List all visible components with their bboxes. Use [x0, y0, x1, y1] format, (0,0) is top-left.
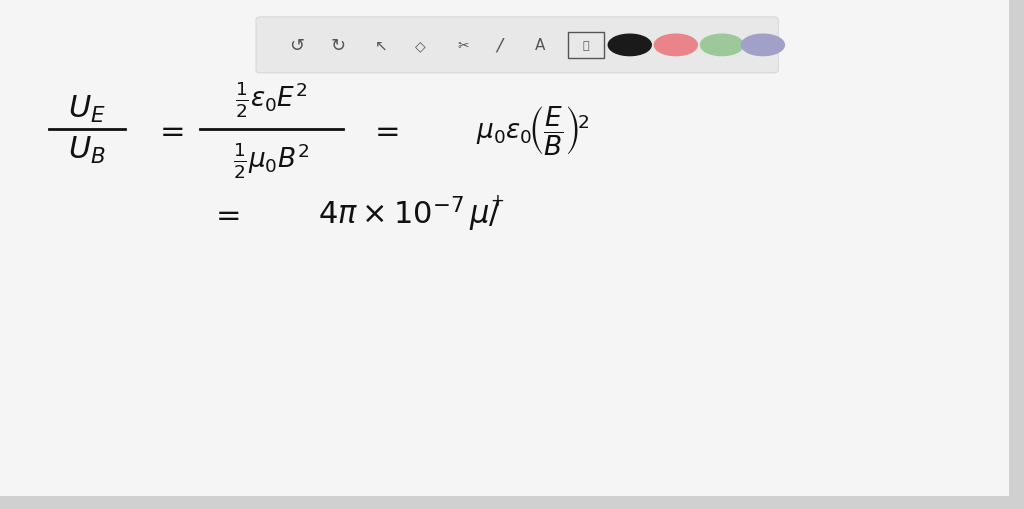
Text: $\frac{1}{2}\mu_0 B^2$: $\frac{1}{2}\mu_0 B^2$	[233, 140, 309, 180]
Text: ◇: ◇	[415, 39, 425, 53]
Text: $+$: $+$	[489, 192, 504, 210]
Text: $=$: $=$	[154, 116, 184, 144]
FancyBboxPatch shape	[256, 18, 778, 74]
FancyBboxPatch shape	[0, 496, 1024, 509]
Circle shape	[741, 35, 784, 56]
FancyBboxPatch shape	[568, 33, 604, 59]
Text: $\mu_0\varepsilon_0\!\left(\dfrac{E}{B}\right)^{\!2}$: $\mu_0\varepsilon_0\!\left(\dfrac{E}{B}\…	[475, 103, 590, 156]
Circle shape	[654, 35, 697, 56]
Text: ↺: ↺	[290, 37, 304, 55]
Circle shape	[700, 35, 743, 56]
Text: /: /	[497, 37, 503, 55]
Text: ✂: ✂	[457, 39, 469, 53]
Text: $U_B$: $U_B$	[69, 135, 105, 165]
Text: ↻: ↻	[331, 37, 345, 55]
Circle shape	[608, 35, 651, 56]
Text: $\frac{1}{2}\varepsilon_0 E^2$: $\frac{1}{2}\varepsilon_0 E^2$	[236, 79, 307, 119]
Text: $=$: $=$	[369, 116, 399, 144]
Text: A: A	[535, 38, 545, 53]
FancyBboxPatch shape	[1009, 0, 1024, 509]
Text: $U_E$: $U_E$	[69, 94, 105, 125]
Text: ↖: ↖	[375, 38, 387, 53]
Text: $=$: $=$	[210, 200, 241, 228]
Text: $4\pi \times 10^{-7}\,\mu/$: $4\pi \times 10^{-7}\,\mu/$	[318, 194, 501, 234]
Text: 🖼: 🖼	[583, 41, 590, 51]
